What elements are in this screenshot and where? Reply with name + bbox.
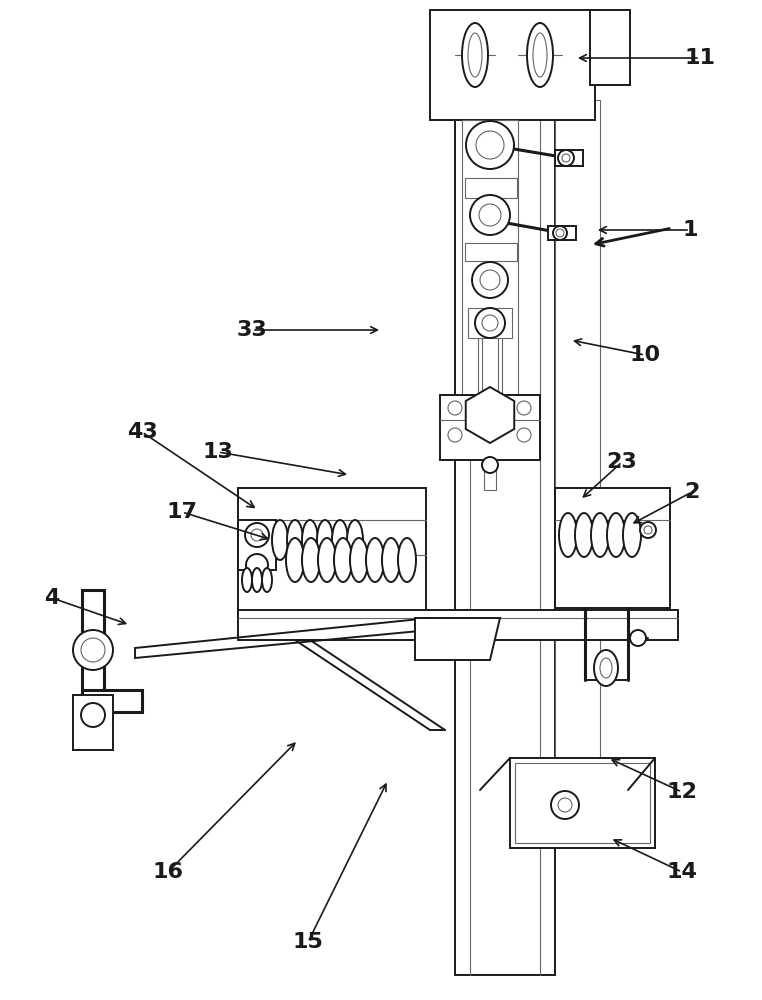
- Bar: [440, 395, 540, 460]
- Circle shape: [246, 554, 268, 576]
- Bar: [555, 100, 600, 800]
- Text: 33: 33: [237, 320, 267, 340]
- Ellipse shape: [468, 33, 482, 77]
- Ellipse shape: [302, 538, 320, 582]
- Bar: [82, 690, 142, 712]
- Text: 2: 2: [684, 482, 700, 502]
- Text: 43: 43: [126, 422, 158, 442]
- Ellipse shape: [398, 538, 416, 582]
- Circle shape: [630, 630, 646, 646]
- Bar: [462, 120, 518, 400]
- Bar: [484, 460, 496, 490]
- Polygon shape: [415, 618, 500, 660]
- Circle shape: [466, 121, 514, 169]
- Circle shape: [556, 229, 564, 237]
- Bar: [515, 763, 650, 843]
- Circle shape: [470, 195, 510, 235]
- Ellipse shape: [317, 520, 333, 560]
- Ellipse shape: [332, 520, 348, 560]
- Circle shape: [479, 204, 501, 226]
- Bar: [555, 488, 670, 608]
- Bar: [548, 226, 576, 240]
- Ellipse shape: [366, 538, 384, 582]
- Text: 14: 14: [667, 862, 697, 882]
- Ellipse shape: [302, 520, 318, 560]
- Circle shape: [644, 526, 652, 534]
- Ellipse shape: [527, 23, 553, 87]
- Ellipse shape: [334, 538, 352, 582]
- Bar: [510, 758, 655, 848]
- Ellipse shape: [623, 513, 641, 557]
- Ellipse shape: [252, 568, 262, 592]
- Text: 11: 11: [684, 48, 716, 68]
- Circle shape: [553, 226, 567, 240]
- Bar: [468, 308, 512, 338]
- Circle shape: [558, 150, 574, 166]
- Ellipse shape: [262, 568, 272, 592]
- Bar: [238, 520, 276, 570]
- Text: 15: 15: [293, 932, 323, 952]
- Ellipse shape: [600, 658, 612, 678]
- Text: 16: 16: [152, 862, 184, 882]
- Bar: [455, 15, 555, 975]
- Circle shape: [472, 262, 508, 298]
- Circle shape: [562, 154, 570, 162]
- Bar: [73, 695, 113, 750]
- Ellipse shape: [287, 520, 303, 560]
- Circle shape: [81, 638, 105, 662]
- Circle shape: [476, 131, 504, 159]
- Ellipse shape: [318, 538, 336, 582]
- Text: 12: 12: [667, 782, 697, 802]
- Ellipse shape: [607, 513, 625, 557]
- Bar: [430, 10, 595, 120]
- Circle shape: [640, 522, 656, 538]
- Circle shape: [448, 428, 462, 442]
- Ellipse shape: [533, 33, 547, 77]
- Text: 10: 10: [629, 345, 661, 365]
- Circle shape: [81, 703, 105, 727]
- Bar: [465, 178, 517, 198]
- Text: 13: 13: [203, 442, 233, 462]
- Circle shape: [475, 308, 505, 338]
- Bar: [238, 610, 678, 640]
- Text: 4: 4: [44, 588, 59, 608]
- Ellipse shape: [382, 538, 400, 582]
- Ellipse shape: [272, 520, 288, 560]
- Ellipse shape: [347, 520, 363, 560]
- Circle shape: [482, 315, 498, 331]
- Text: 17: 17: [167, 502, 197, 522]
- Ellipse shape: [242, 568, 252, 592]
- Circle shape: [245, 523, 269, 547]
- Bar: [238, 488, 426, 618]
- Circle shape: [517, 428, 531, 442]
- Circle shape: [448, 401, 462, 415]
- Text: 1: 1: [682, 220, 698, 240]
- Text: 23: 23: [607, 452, 637, 472]
- Ellipse shape: [286, 538, 304, 582]
- Ellipse shape: [591, 513, 609, 557]
- Bar: [555, 150, 583, 166]
- Circle shape: [517, 401, 531, 415]
- Circle shape: [251, 529, 263, 541]
- Ellipse shape: [559, 513, 577, 557]
- Ellipse shape: [462, 23, 488, 87]
- Polygon shape: [466, 387, 514, 443]
- Circle shape: [551, 791, 579, 819]
- Bar: [82, 590, 104, 700]
- Bar: [465, 243, 517, 261]
- Circle shape: [480, 270, 500, 290]
- Ellipse shape: [575, 513, 593, 557]
- Ellipse shape: [594, 650, 618, 686]
- Circle shape: [482, 457, 498, 473]
- Circle shape: [558, 798, 572, 812]
- Bar: [482, 338, 498, 393]
- Ellipse shape: [350, 538, 368, 582]
- Bar: [590, 10, 630, 85]
- Circle shape: [73, 630, 113, 670]
